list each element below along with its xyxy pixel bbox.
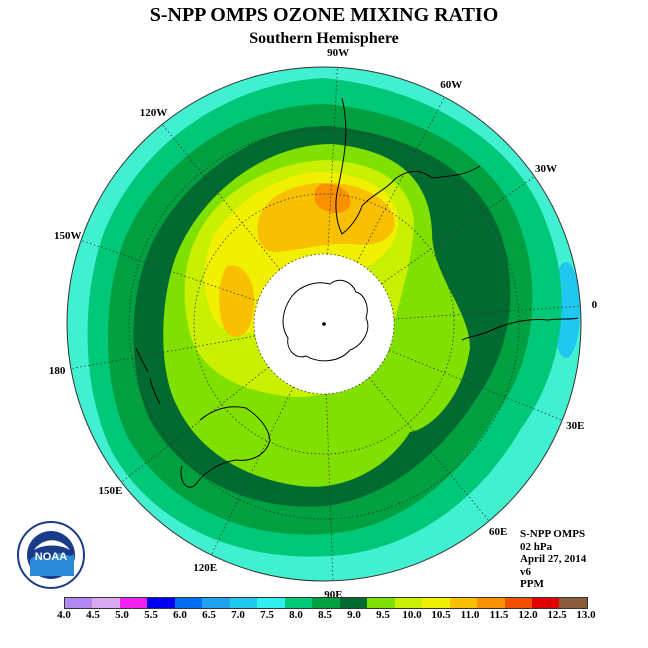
colorbar-cell <box>367 598 395 608</box>
colorbar-cell <box>202 598 230 608</box>
colorbar-tick-label: 11.0 <box>460 609 480 621</box>
meridian-line <box>80 239 258 302</box>
longitude-label: 60W <box>440 78 463 91</box>
south-pole-marker <box>322 322 326 326</box>
colorbar-cell <box>92 598 120 608</box>
contour-band-11-0-west <box>219 265 255 337</box>
colorbar-cell <box>339 598 368 608</box>
colorbar-tick-label: 4.0 <box>57 609 71 621</box>
longitude-label: 150E <box>98 484 123 497</box>
africa-coastline <box>461 317 579 341</box>
colorbar-cell <box>257 598 285 608</box>
info-units: PPM <box>520 578 544 590</box>
meridian-line <box>327 67 338 255</box>
colorbar-tick-label: 7.5 <box>260 609 274 621</box>
longitude-label: 30E <box>566 419 585 432</box>
colorbar-tick-label: 8.0 <box>289 609 303 621</box>
meridian-line <box>368 377 490 522</box>
meridians <box>70 67 581 581</box>
noaa-logo-text: NOAA <box>35 551 67 563</box>
colorbar-tick-label: 9.0 <box>347 609 361 621</box>
colorbar-tick-label: 4.5 <box>86 609 100 621</box>
colorbar-cell <box>119 598 148 608</box>
info-level: 02 hPa <box>520 540 553 553</box>
info-block: S-NPP OMPS 02 hPa April 27, 2014 v6 PPM <box>520 528 586 591</box>
longitude-label: 120W <box>139 107 168 120</box>
meridian-line <box>326 393 334 581</box>
longitude-label: 120E <box>193 561 218 574</box>
graticule <box>70 67 581 581</box>
meridian-line <box>381 176 535 285</box>
longitude-label: 150W <box>54 229 82 242</box>
colorbar-tick-label: 12.5 <box>547 609 567 621</box>
colorbar-tick-label: 13.0 <box>576 609 596 621</box>
australia-coastline <box>180 406 271 488</box>
colorbar-ticks: 4.0 4.5 5.0 5.5 6.0 6.5 7.0 7.5 8.0 8.5 9.0 9.5 10.0… <box>57 609 596 623</box>
colorbar-tick-label: 9.5 <box>376 609 390 621</box>
latitude-circle-inner <box>253 253 395 395</box>
colorbar-tick-label: 10.5 <box>431 609 451 621</box>
map-title: S-NPP OMPS OZONE MIXING RATIO <box>149 4 499 26</box>
colorbar-cell <box>174 598 203 608</box>
meridian-line <box>210 386 294 556</box>
colorbar-cell <box>65 598 93 608</box>
colorbar-cell <box>312 598 340 608</box>
info-version: v6 <box>520 565 531 578</box>
colorbar-cell <box>504 598 532 608</box>
colorbar-cell <box>559 598 587 608</box>
longitude-label: 60E <box>489 525 508 538</box>
meridian-line <box>161 124 281 270</box>
coastlines <box>135 97 579 488</box>
colorbar-tick-label: 5.0 <box>115 609 129 621</box>
meridian-line <box>393 305 581 320</box>
longitude-label: 90W <box>327 47 350 60</box>
colorbar-tick-label: 12.0 <box>518 609 538 621</box>
colorbar-tick-label: 11.5 <box>489 609 509 621</box>
info-instrument: S-NPP OMPS <box>520 528 586 540</box>
colorbar-tick-label: 6.0 <box>173 609 187 621</box>
latitude-circle-outer <box>128 128 520 520</box>
south-america-coastline <box>335 97 481 235</box>
new-zealand-coastline <box>135 347 161 405</box>
colorbar-cell <box>147 598 175 608</box>
info-date: April 27, 2014 <box>520 553 587 565</box>
map-subtitle: Southern Hemisphere <box>249 30 399 47</box>
colorbar-cell <box>422 598 450 608</box>
colorbar-cell <box>531 598 560 608</box>
colorbar-cell <box>449 598 478 608</box>
colorbar-tick-label: 6.5 <box>202 609 216 621</box>
longitude-label: 0 <box>591 299 598 312</box>
meridian-line <box>388 349 563 421</box>
noaa-logo-icon: NOAA <box>16 520 86 595</box>
meridian-line <box>356 96 446 263</box>
colorbar-cell <box>477 598 505 608</box>
meridian-line <box>121 366 270 483</box>
longitude-label: 30W <box>534 162 557 175</box>
colorbar-cell <box>229 598 258 608</box>
longitude-label: 180 <box>48 365 66 378</box>
colorbar-tick-label: 7.0 <box>231 609 245 621</box>
contour-band-11-0-north <box>257 182 395 253</box>
contour-band-11-5 <box>314 183 351 213</box>
colorbar <box>64 597 588 609</box>
latitude-circle-middle <box>193 193 455 455</box>
colorbar-tick-label: 5.5 <box>144 609 158 621</box>
colorbar-tick-label: 10.0 <box>402 609 422 621</box>
colorbar-cell <box>394 598 423 608</box>
map-border <box>66 66 582 582</box>
antarctica-coastline <box>282 279 369 362</box>
colorbar-tick-label: 8.5 <box>318 609 332 621</box>
colorbar-cell <box>284 598 313 608</box>
